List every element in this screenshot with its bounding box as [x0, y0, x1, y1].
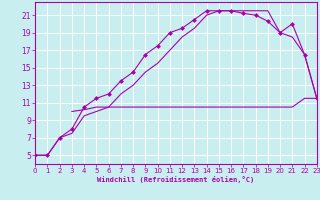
X-axis label: Windchill (Refroidissement éolien,°C): Windchill (Refroidissement éolien,°C)	[97, 176, 255, 183]
